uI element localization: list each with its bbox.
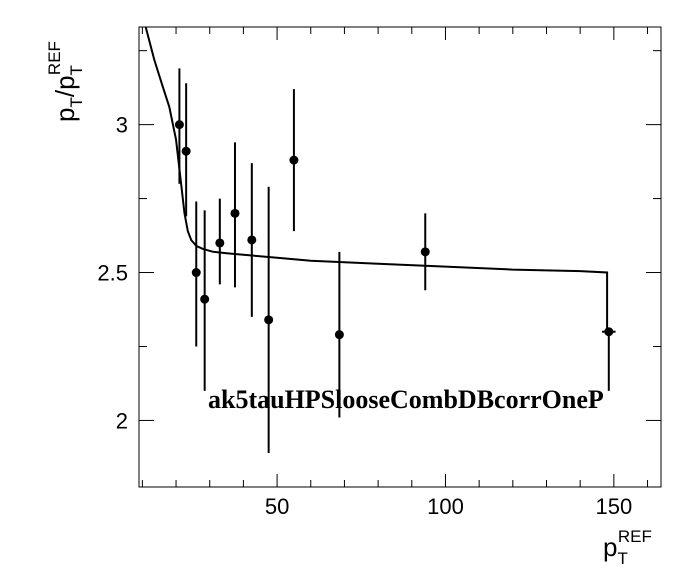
data-point	[264, 186, 274, 453]
point-marker	[215, 238, 225, 248]
point-marker	[289, 155, 299, 165]
x-axis-title-main: p	[603, 532, 617, 562]
data-point	[602, 327, 616, 391]
point-marker	[264, 315, 274, 325]
data-point	[200, 210, 210, 391]
y-axis-title-p: p	[50, 108, 80, 122]
data-point	[191, 201, 201, 347]
data-point	[247, 163, 257, 317]
x-tick-label: 50	[265, 494, 289, 519]
data-point	[420, 213, 430, 291]
x-axis-title-sup: REF	[618, 527, 652, 546]
y-axis-title-sub1: T	[67, 97, 86, 107]
point-marker	[334, 330, 344, 340]
point-marker	[247, 235, 257, 245]
y-tick-label: 2	[116, 408, 128, 433]
point-marker	[191, 268, 201, 278]
data-point	[174, 68, 184, 184]
y-axis-ticks	[139, 50, 661, 421]
y-tick-label: 2.5	[97, 261, 128, 286]
x-axis-title: pT REF	[603, 527, 652, 568]
point-marker	[604, 327, 614, 337]
y-axis-title: pT/pTREF	[45, 41, 86, 122]
point-marker	[420, 247, 430, 257]
point-marker	[230, 208, 240, 218]
point-marker	[181, 146, 191, 156]
data-point	[181, 83, 191, 217]
x-tick-labels: 50 100 150	[265, 494, 632, 519]
y-tick-label: 3	[116, 113, 128, 138]
x-axis-ticks	[141, 27, 649, 487]
point-marker	[174, 120, 184, 130]
plot-frame	[138, 26, 662, 488]
fit-curve	[144, 26, 609, 332]
data-point	[230, 142, 240, 288]
x-tick-label: 100	[427, 494, 464, 519]
x-tick-label: 150	[595, 494, 632, 519]
y-axis-title-sub2: T	[67, 65, 86, 75]
data-points	[174, 68, 616, 453]
y-axis-title-sup2: REF	[45, 41, 64, 75]
data-point	[289, 89, 299, 232]
y-axis-title-slash: /p	[50, 75, 80, 97]
annotation-label: ak5tauHPSlooseCombDBcorrOneP	[208, 385, 604, 414]
y-tick-labels: 22.53	[97, 113, 128, 434]
data-point	[334, 251, 344, 418]
x-axis-title-sub: T	[617, 549, 627, 568]
data-point	[215, 198, 225, 285]
point-marker	[200, 294, 210, 304]
